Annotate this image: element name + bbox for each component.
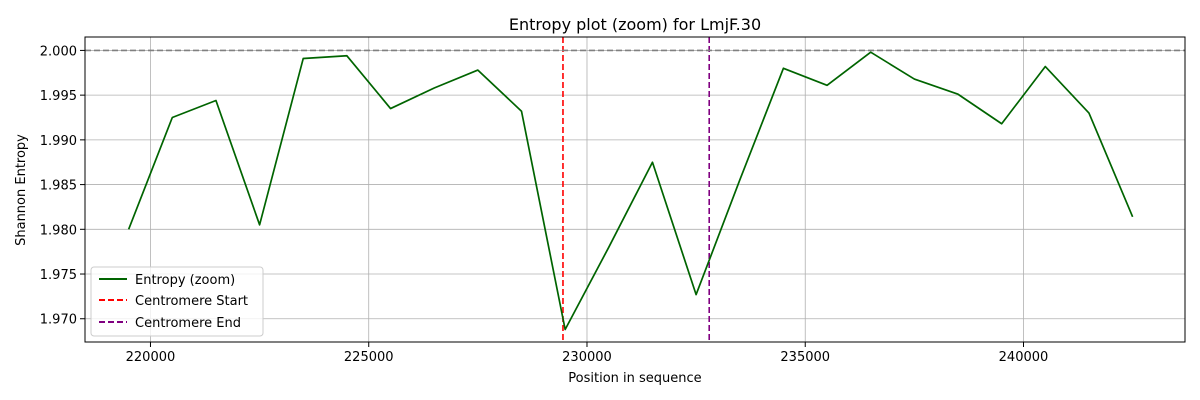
x-tick-label: 220000 — [126, 350, 176, 365]
chart-title: Entropy plot (zoom) for LmjF.30 — [509, 15, 761, 34]
y-tick-label: 1.975 — [40, 268, 77, 283]
legend-label-centromere-end: Centromere End — [135, 316, 241, 331]
y-tick-label: 1.985 — [40, 179, 77, 194]
y-axis-label: Shannon Entropy — [14, 134, 29, 246]
x-axis-label: Position in sequence — [568, 371, 701, 386]
legend-label-centromere-start: Centromere Start — [135, 294, 248, 309]
legend-box — [90, 266, 264, 337]
tick-layer: 220000 225000 230000 235000 240000 1.970 1.975… — [40, 44, 1049, 365]
x-tick-label: 235000 — [780, 350, 830, 365]
plot-frame — [84, 36, 1186, 343]
series-layer — [127, 51, 1134, 331]
legend: Entropy (zoom) Centromere Start Centrome… — [90, 266, 264, 337]
y-tick-label: 1.970 — [40, 313, 77, 328]
y-tick-label: 2.000 — [40, 44, 77, 59]
y-tick-label: 1.980 — [40, 223, 77, 238]
y-tick-label: 1.995 — [40, 89, 77, 104]
legend-label-entropy: Entropy (zoom) — [135, 273, 235, 288]
x-tick-label: 240000 — [999, 350, 1049, 365]
y-tick-label: 1.990 — [40, 134, 77, 149]
series-line-0 — [127, 51, 1134, 331]
x-tick-label: 230000 — [562, 350, 612, 365]
x-tick-label: 225000 — [344, 350, 394, 365]
reference-lines — [85, 37, 1185, 342]
